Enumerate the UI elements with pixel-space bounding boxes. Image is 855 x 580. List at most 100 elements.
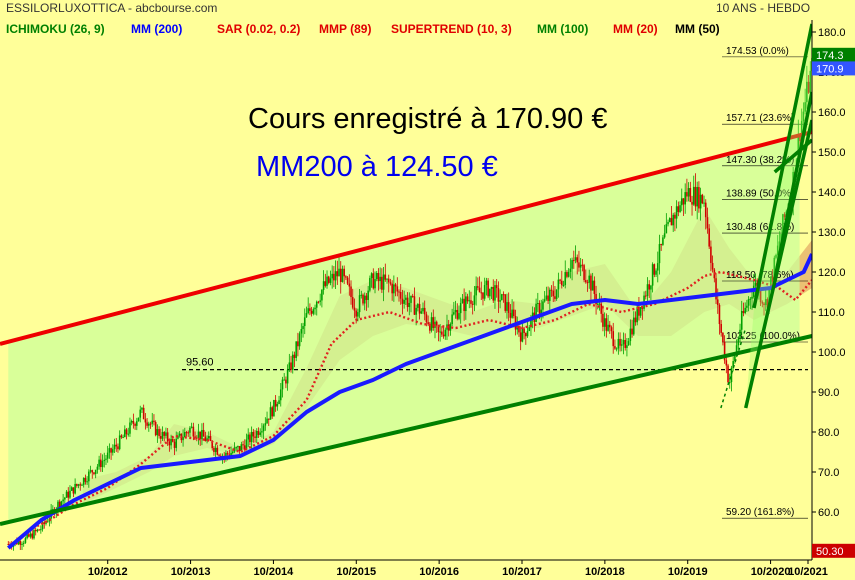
candle-body bbox=[365, 295, 368, 300]
price-annotation: Cours enregistré à 170.90 € bbox=[248, 103, 608, 135]
candle-body bbox=[591, 280, 594, 291]
candle-body bbox=[405, 297, 407, 300]
candle-body bbox=[355, 310, 357, 317]
candle-body bbox=[501, 294, 503, 301]
candle-body bbox=[648, 284, 651, 290]
candle-body bbox=[435, 321, 438, 326]
candle-body bbox=[240, 444, 243, 451]
candle-body bbox=[567, 271, 570, 277]
candle-body bbox=[547, 295, 549, 301]
candle-body bbox=[389, 282, 392, 284]
candle-body bbox=[22, 542, 25, 544]
candle-body bbox=[429, 324, 431, 331]
candle-body bbox=[7, 544, 10, 545]
candle-body bbox=[93, 472, 95, 474]
candle-body bbox=[346, 277, 349, 284]
candle-body bbox=[67, 491, 70, 498]
candle-body bbox=[636, 306, 639, 323]
candle-body bbox=[495, 285, 498, 289]
candle-body bbox=[34, 530, 37, 532]
trend-lines bbox=[0, 23, 814, 526]
candle-body bbox=[677, 206, 680, 213]
candle-body bbox=[142, 407, 145, 420]
y-tick-label: 70.0 bbox=[818, 467, 839, 479]
candle-body bbox=[163, 432, 166, 436]
candle-body bbox=[91, 470, 94, 473]
x-tick-label: 10/2019 bbox=[668, 566, 708, 578]
candle-body bbox=[492, 286, 495, 301]
candle-body bbox=[101, 461, 104, 468]
y-tick-label: 110.0 bbox=[818, 307, 845, 319]
candle-body bbox=[293, 354, 296, 358]
candle-body bbox=[675, 206, 678, 219]
candle-body bbox=[775, 254, 777, 258]
candle-body bbox=[809, 70, 812, 93]
candle-body bbox=[482, 292, 484, 299]
candle-body bbox=[694, 186, 697, 207]
candle-body bbox=[267, 418, 270, 420]
price-tag-label: 50.30 bbox=[816, 546, 844, 558]
candle-body bbox=[571, 260, 573, 269]
candle-body bbox=[408, 302, 411, 308]
candle-body bbox=[804, 102, 806, 112]
y-tick-label: 160.0 bbox=[818, 107, 846, 119]
candle-body bbox=[600, 303, 603, 314]
candle-body bbox=[764, 299, 767, 306]
candle-body bbox=[489, 288, 491, 297]
candle-body bbox=[749, 298, 752, 300]
candle-body bbox=[216, 447, 219, 455]
candle-body bbox=[632, 317, 635, 335]
y-tick-label: 150.0 bbox=[818, 147, 846, 159]
candle-body bbox=[519, 332, 522, 342]
short-trend-line bbox=[773, 138, 814, 174]
candle-body bbox=[715, 278, 717, 300]
fib-label: 174.53 (0.0%) bbox=[726, 46, 789, 57]
candle-body bbox=[339, 268, 342, 282]
candle-body bbox=[285, 379, 287, 384]
candle-body bbox=[303, 317, 306, 327]
candle-body bbox=[137, 417, 140, 422]
candle-body bbox=[603, 318, 606, 327]
candle-body bbox=[549, 289, 551, 301]
candle-body bbox=[723, 341, 726, 361]
candle-body bbox=[149, 423, 152, 425]
candle-body bbox=[490, 286, 493, 289]
candle-body bbox=[727, 365, 729, 383]
candle-body bbox=[401, 298, 404, 304]
candle-body bbox=[103, 459, 106, 462]
candle-body bbox=[192, 426, 195, 437]
candle-body bbox=[156, 429, 159, 436]
candle-body bbox=[214, 447, 217, 452]
candle-body bbox=[511, 309, 513, 318]
mm200-line bbox=[7, 253, 814, 550]
candle-body bbox=[60, 501, 63, 508]
candle-body bbox=[579, 264, 582, 268]
candle-body bbox=[530, 317, 532, 328]
candle-body bbox=[124, 429, 126, 438]
candle-body bbox=[413, 296, 416, 315]
candle-body bbox=[631, 328, 633, 335]
candle-body bbox=[379, 276, 381, 282]
candle-body bbox=[160, 436, 162, 439]
candle-body bbox=[225, 452, 227, 457]
candle-body bbox=[425, 314, 428, 323]
candle-body bbox=[588, 275, 591, 283]
candle-body bbox=[94, 469, 97, 474]
candle-body bbox=[725, 360, 728, 366]
candle-body bbox=[367, 290, 369, 300]
candle-body bbox=[302, 326, 304, 330]
candle-body bbox=[485, 280, 488, 286]
candle-body bbox=[19, 541, 22, 545]
candle-body bbox=[358, 295, 361, 313]
candle-body bbox=[146, 422, 148, 426]
candle-body bbox=[399, 292, 402, 299]
candle-body bbox=[338, 268, 340, 277]
candle-body bbox=[89, 470, 92, 472]
candle-body bbox=[552, 290, 555, 297]
candle-body bbox=[468, 300, 471, 302]
candle-body bbox=[118, 435, 121, 450]
candle-body bbox=[257, 430, 260, 435]
candle-body bbox=[206, 438, 208, 442]
candle-body bbox=[386, 278, 388, 280]
candle-body bbox=[26, 534, 28, 539]
